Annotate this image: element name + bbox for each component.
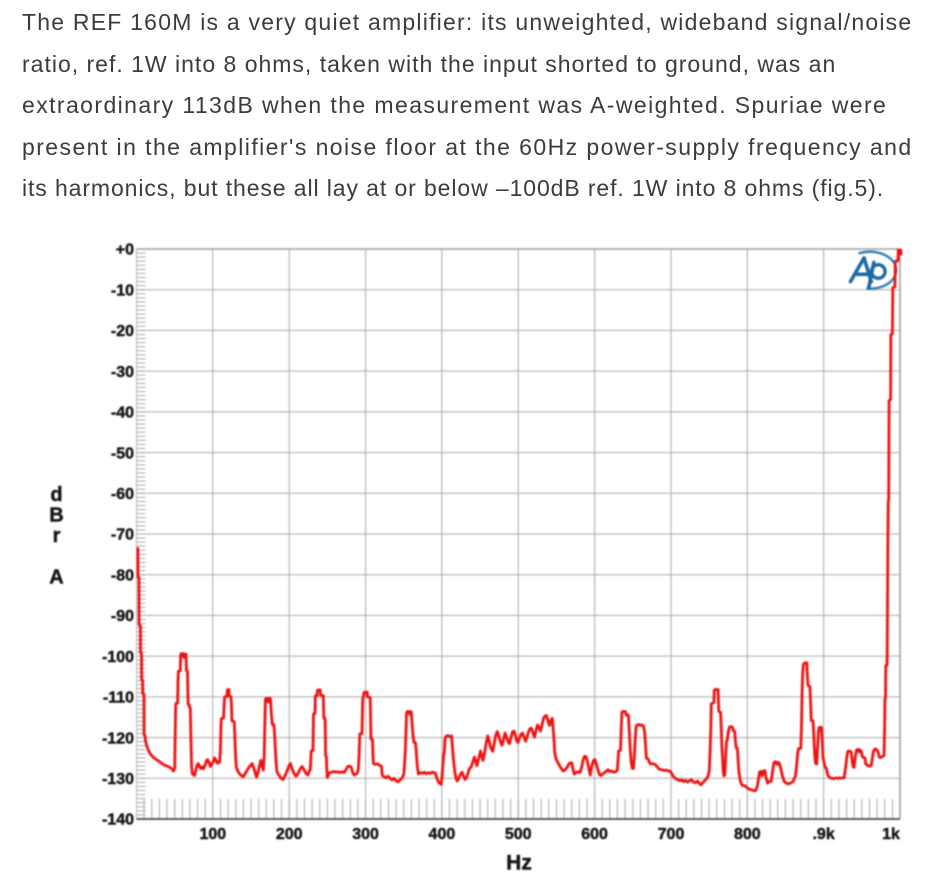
svg-text:-140: -140 bbox=[102, 812, 134, 829]
svg-text:Hz: Hz bbox=[506, 852, 532, 875]
svg-text:100: 100 bbox=[199, 826, 226, 843]
svg-text:-120: -120 bbox=[102, 730, 134, 747]
svg-text:-60: -60 bbox=[111, 486, 134, 503]
svg-text:-90: -90 bbox=[111, 608, 134, 625]
svg-text:.9k: .9k bbox=[812, 826, 834, 843]
svg-text:r: r bbox=[53, 525, 61, 547]
svg-text:-30: -30 bbox=[111, 364, 134, 381]
svg-text:-130: -130 bbox=[102, 771, 134, 788]
svg-text:200: 200 bbox=[276, 826, 303, 843]
svg-text:600: 600 bbox=[581, 826, 608, 843]
svg-text:700: 700 bbox=[658, 826, 685, 843]
svg-text:-80: -80 bbox=[111, 567, 134, 584]
svg-text:500: 500 bbox=[505, 826, 532, 843]
svg-text:800: 800 bbox=[734, 826, 761, 843]
svg-text:-110: -110 bbox=[103, 690, 134, 707]
svg-text:d: d bbox=[50, 484, 62, 506]
svg-text:-70: -70 bbox=[111, 527, 134, 544]
svg-text:-20: -20 bbox=[111, 323, 134, 340]
svg-text:-100: -100 bbox=[102, 649, 134, 666]
svg-text:+0: +0 bbox=[116, 242, 134, 259]
svg-text:-50: -50 bbox=[111, 445, 134, 462]
svg-text:-10: -10 bbox=[111, 282, 134, 299]
svg-text:B: B bbox=[49, 504, 63, 526]
svg-text:1k: 1k bbox=[882, 826, 900, 843]
svg-text:300: 300 bbox=[352, 826, 379, 843]
svg-text:-40: -40 bbox=[111, 405, 134, 422]
svg-text:A: A bbox=[49, 567, 63, 589]
svg-text:400: 400 bbox=[429, 826, 456, 843]
